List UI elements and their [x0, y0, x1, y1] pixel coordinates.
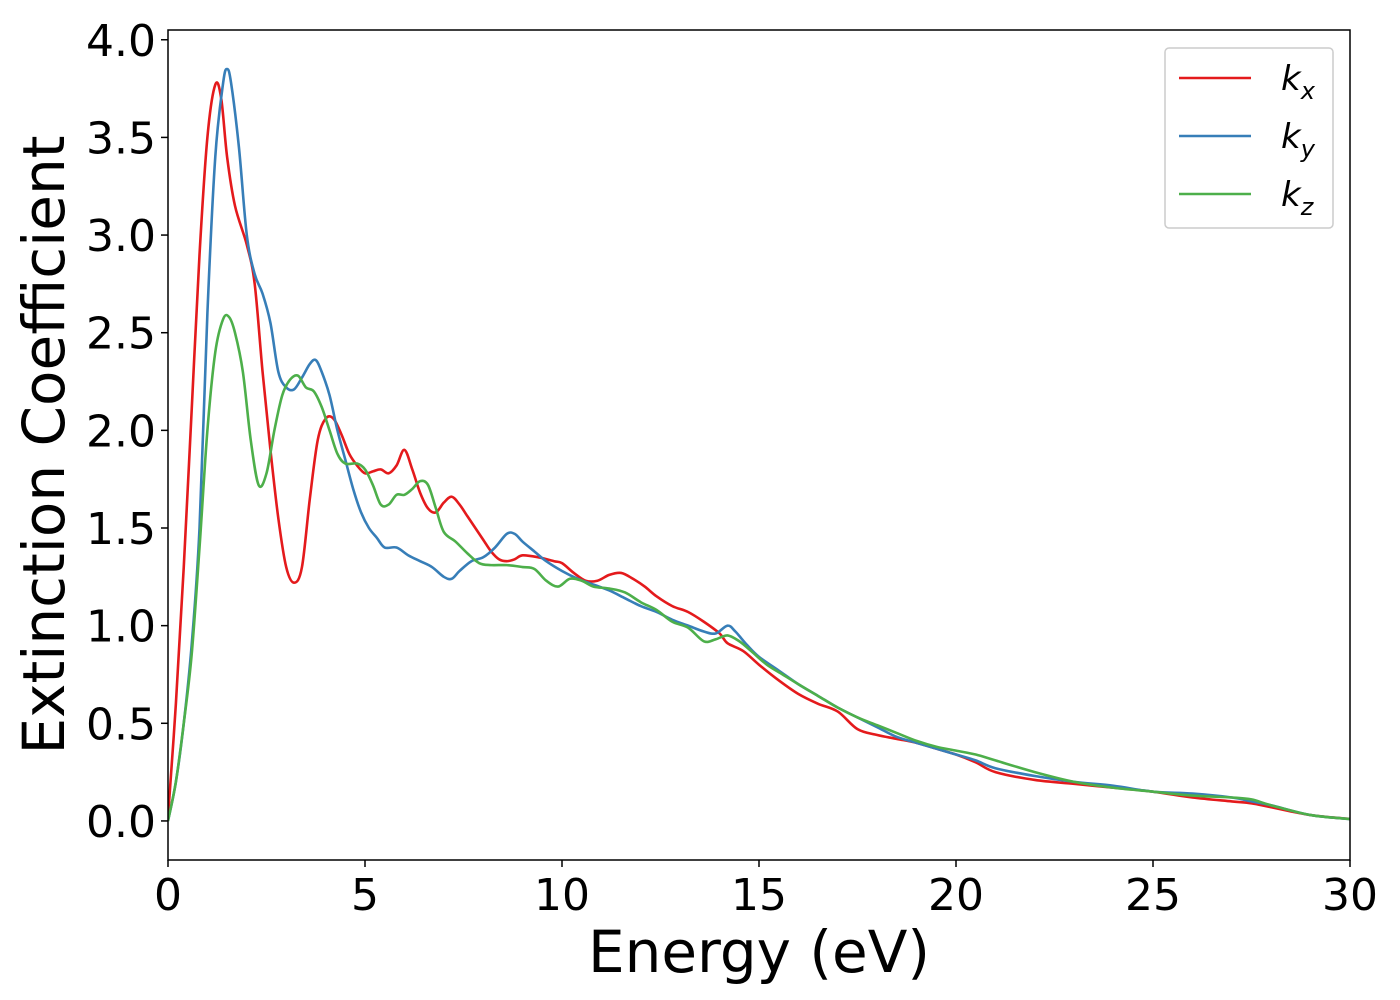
legend-label-subscript: z	[1300, 193, 1315, 221]
legend-label-kx: kx	[1281, 59, 1316, 105]
y-tick-label: 0.5	[86, 699, 156, 750]
x-tick-label: 5	[351, 870, 379, 921]
legend-label-kz: kz	[1281, 175, 1315, 221]
y-tick-label: 3.0	[86, 211, 156, 262]
x-tick-label: 15	[731, 870, 787, 921]
y-axis-ticks: 0.0 0.5 1.0 1.5 2.0 2.5 3.0 3.5 4.0	[86, 16, 168, 848]
y-tick-label: 1.0	[86, 602, 156, 653]
legend-label-base: k	[1281, 59, 1302, 99]
series-line-ky	[168, 67, 1350, 822]
legend-label-ky: ky	[1281, 117, 1316, 163]
series-layer	[168, 67, 1350, 822]
y-tick-label: 4.0	[86, 16, 156, 67]
legend-label-base: k	[1281, 175, 1302, 215]
x-tick-label: 20	[928, 870, 984, 921]
series-line-kz	[168, 313, 1350, 822]
y-tick-label: 3.5	[86, 113, 156, 164]
y-tick-label: 2.0	[86, 406, 156, 457]
legend-label-subscript: y	[1300, 135, 1316, 163]
x-tick-label: 0	[154, 870, 182, 921]
y-tick-label: 0.0	[86, 797, 156, 848]
y-axis-label: Extinction Coefficient	[10, 136, 78, 755]
legend-label-subscript: x	[1300, 77, 1316, 105]
x-tick-label: 30	[1322, 870, 1378, 921]
x-axis-label: Energy (eV)	[588, 918, 930, 986]
legend-box	[1164, 47, 1334, 229]
legend-label-base: k	[1281, 117, 1302, 157]
x-tick-label: 10	[534, 870, 590, 921]
y-tick-label: 1.5	[86, 504, 156, 555]
x-axis-ticks: 0 5 10 15 20 25 30	[154, 860, 1378, 921]
x-tick-label: 25	[1125, 870, 1181, 921]
y-tick-label: 2.5	[86, 309, 156, 360]
